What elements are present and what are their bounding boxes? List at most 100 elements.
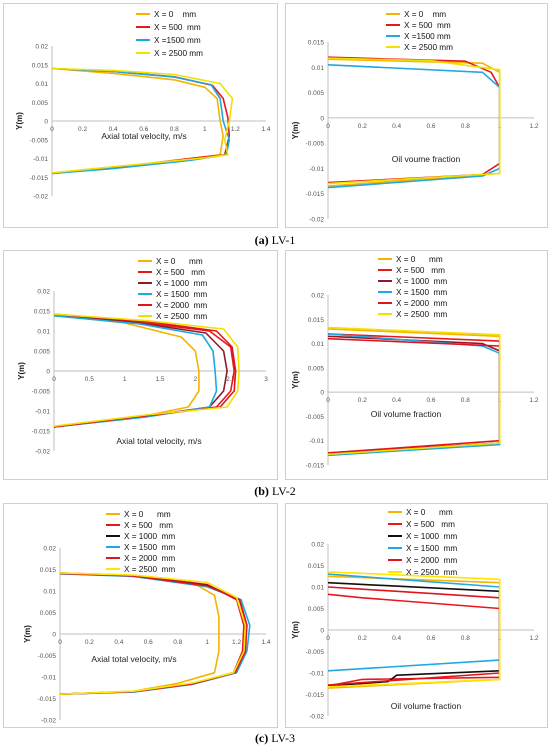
x-tick-label: 0.6 xyxy=(426,635,435,642)
x-tick-label: 1 xyxy=(205,639,209,646)
x-tick-label: 0.6 xyxy=(139,126,148,133)
y-tick-label: 0.02 xyxy=(311,293,324,300)
x-axis-label: Oil voume fraction xyxy=(392,154,461,164)
legend-label: X =1500 mm xyxy=(154,36,201,45)
y-tick-label: 0.01 xyxy=(311,65,324,72)
legend-label: X = 1500 mm xyxy=(406,544,457,553)
caption-lv3: (c) LV-3 xyxy=(254,731,296,745)
legend-label: X = 2500 mm xyxy=(124,565,175,574)
x-tick-label: 1.5 xyxy=(155,376,164,383)
chart-lv1-oil: -0.02 -0.015 -0.01 -0.005 0 0.005 0.01 0.015 0 0.… xyxy=(285,3,548,228)
y-tick-label: -0.01 xyxy=(309,438,324,445)
x-tick-label: 0.4 xyxy=(392,123,401,130)
x-tick-label: 0.8 xyxy=(173,639,182,646)
x-axis-label: Axial total velocity, m/s xyxy=(116,436,201,446)
x-tick-label: 1.2 xyxy=(231,126,240,133)
x-tick-label: 0.8 xyxy=(461,123,470,130)
legend-label: X = 500 mm xyxy=(154,23,201,32)
chart-lv2-oil: -0.015 -0.01 -0.005 0 0.005 0.01 0.015 0.02 0 0.2… xyxy=(285,250,548,480)
legend-label: X = 0 mm xyxy=(406,508,453,517)
y-tick-label: 0.005 xyxy=(32,100,49,107)
y-tick-label: 0 xyxy=(44,119,48,126)
x-tick-label: 0.4 xyxy=(114,639,123,646)
y-tick-label: 0.015 xyxy=(308,317,325,324)
y-tick-label: -0.015 xyxy=(32,429,51,436)
legend-label: X = 1500 mm xyxy=(124,543,175,552)
y-tick-label: -0.005 xyxy=(306,414,325,421)
x-axis-label: Axial total velocity, m/s xyxy=(91,654,176,664)
x-tick-label: 0.8 xyxy=(170,126,179,133)
x-tick-label: 1.2 xyxy=(529,123,538,130)
x-tick-label: 0 xyxy=(50,126,54,133)
y-tick-label: 0.015 xyxy=(40,567,57,574)
x-tick-label: 3 xyxy=(264,376,268,383)
y-tick-label: 0.015 xyxy=(308,563,325,570)
y-tick-label: -0.005 xyxy=(306,649,325,656)
legend-label: X = 2500 mm xyxy=(154,49,203,58)
x-tick-label: 2 xyxy=(194,376,198,383)
y-tick-label: -0.015 xyxy=(306,692,325,699)
y-tick-label: 0.005 xyxy=(308,90,325,97)
legend-label: X = 0 mm xyxy=(154,10,196,19)
legend-label: X = 1000 mm xyxy=(406,532,457,541)
y-tick-label: 0.02 xyxy=(35,44,48,51)
series-line xyxy=(327,571,501,688)
legend-label: X = 1000 mm xyxy=(124,532,175,541)
y-tick-label: 0.01 xyxy=(311,585,324,592)
y-tick-label: 0 xyxy=(320,115,324,122)
y-tick-label: 0.015 xyxy=(34,309,51,316)
y-tick-label: -0.02 xyxy=(35,449,50,456)
legend-label: X = 2000 mm xyxy=(396,299,447,308)
y-axis-label: Y(m) xyxy=(291,121,300,139)
legend-label: X = 2000 mm xyxy=(406,556,457,565)
y-tick-label: -0.01 xyxy=(309,671,324,678)
y-tick-label: 0.01 xyxy=(37,329,50,336)
series-line xyxy=(51,67,231,175)
x-tick-label: 0 xyxy=(326,123,330,130)
y-tick-label: 0.01 xyxy=(311,341,324,348)
x-tick-label: 1.2 xyxy=(232,639,241,646)
y-axis-label: Y(m) xyxy=(291,371,300,389)
chart-svg: -0.02-0.015-0.01-0.00500.0050.010.0150.0… xyxy=(23,510,271,725)
x-tick-label: 0.4 xyxy=(392,397,401,404)
legend-label: X =1500 mm xyxy=(404,32,451,41)
legend-label: X = 2000 mm xyxy=(156,301,207,310)
series-line xyxy=(59,572,247,695)
caption-lv2: (b) LV-2 xyxy=(254,484,296,498)
y-tick-label: 0.015 xyxy=(308,40,325,47)
legend-label: X = 0 mm xyxy=(156,257,203,266)
series-line xyxy=(327,57,501,185)
x-tick-label: 0.6 xyxy=(426,397,435,404)
x-tick-label: 0.8 xyxy=(461,397,470,404)
y-tick-label: 0 xyxy=(320,628,324,635)
series-line xyxy=(327,64,501,189)
chart-svg: -0.015 -0.01 -0.005 0 0.005 0.01 0.015 0.02 0 0.2… xyxy=(291,255,539,470)
y-tick-label: -0.01 xyxy=(41,675,56,682)
legend-label: X = 2000 mm xyxy=(124,554,175,563)
y-tick-label: -0.01 xyxy=(35,409,50,416)
y-tick-label: -0.02 xyxy=(41,718,56,725)
y-tick-label: 0.02 xyxy=(37,289,50,296)
y-tick-label: -0.005 xyxy=(38,653,57,660)
x-tick-label: 0 xyxy=(52,376,56,383)
x-tick-label: 0.2 xyxy=(78,126,87,133)
y-tick-label: -0.005 xyxy=(306,141,325,148)
y-tick-label: -0.015 xyxy=(306,191,325,198)
y-axis-label: Y(m) xyxy=(23,625,32,643)
chart-lv3-oil: -0.02 -0.015 -0.01 -0.005 0 0.005 0.01 0.015 0.0… xyxy=(285,503,548,728)
y-tick-label: -0.02 xyxy=(309,217,324,224)
y-tick-label: -0.015 xyxy=(30,175,49,182)
y-tick-label: 0 xyxy=(320,390,324,397)
series-line xyxy=(327,333,501,457)
legend-label: X = 500 mm xyxy=(406,520,455,529)
series-line xyxy=(327,326,501,456)
x-tick-label: 1.4 xyxy=(261,126,270,133)
x-tick-label: 1.2 xyxy=(529,635,538,642)
chart-svg: -0.02-0.015-0.01-0.00500.0050.010.0150.0… xyxy=(291,508,539,721)
chart-svg: -0.02 -0.015 -0.01 -0.005 0 0.005 0.01 0.015 0 0.… xyxy=(291,10,539,224)
series-line xyxy=(327,337,501,454)
legend-label: X = 1000 mm xyxy=(156,279,207,288)
legend-label: X = 2500 mm xyxy=(406,568,457,577)
x-axis-label: Axial total velocity, m/s xyxy=(101,131,186,141)
series-line xyxy=(51,67,234,174)
